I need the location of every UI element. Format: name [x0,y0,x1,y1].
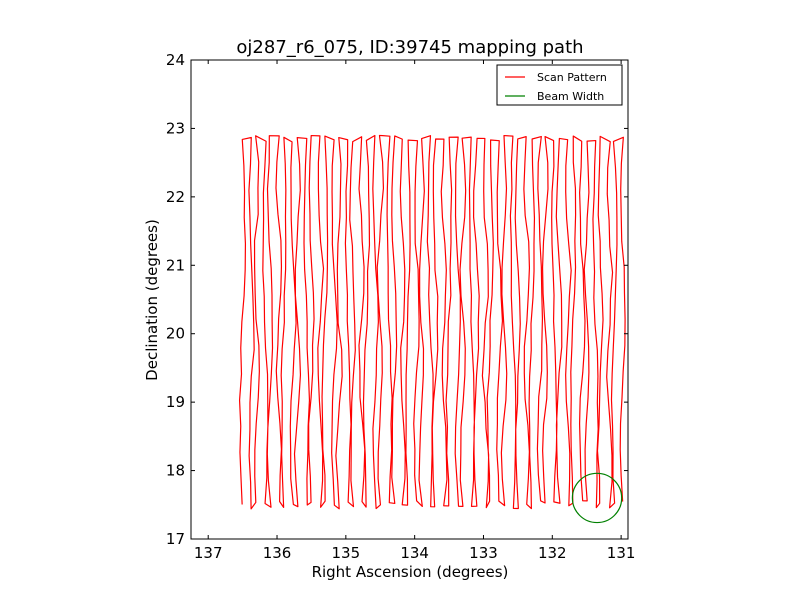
y-tick-label: 22 [166,188,185,206]
x-tick-label: 132 [538,544,567,562]
chart-title: oj287_r6_075, ID:39745 mapping path [236,37,583,58]
x-tick-label: 136 [263,544,292,562]
ticks-layer: 137 136 135 134 133 132 131 17 18 19 20 21 22 23 24 [166,51,636,562]
beam-width-circle [571,472,623,524]
y-tick-label: 21 [166,256,185,274]
y-tick-label: 23 [166,119,185,137]
legend-items: Scan Pattern Beam Width [505,71,607,103]
legend-label: Scan Pattern [537,71,607,84]
x-tick-label: 131 [607,544,636,562]
x-axis-label: Right Ascension (degrees) [312,563,509,581]
plot-frame [191,60,628,539]
x-tick-label: 137 [194,544,223,562]
marks-layer [238,134,626,524]
legend-box [496,64,623,106]
x-tick-label: 135 [332,544,361,562]
y-tick-label: 24 [166,51,185,69]
y-tick-label: 17 [166,530,185,548]
y-tick-label: 19 [166,393,185,411]
plot-border [190,59,629,540]
x-tick-label: 133 [469,544,498,562]
x-tick-label: 134 [400,544,429,562]
plot-area: 137 136 135 134 133 132 131 17 18 19 20 21 22 23 24 [166,51,636,562]
legend: Scan Pattern Beam Width [496,64,623,106]
y-tick-label: 20 [166,325,185,343]
scan-pattern-line [238,134,626,510]
y-axis-label: Declination (degrees) [143,219,161,381]
y-tick-label: 18 [166,462,185,480]
legend-label: Beam Width [537,90,604,103]
